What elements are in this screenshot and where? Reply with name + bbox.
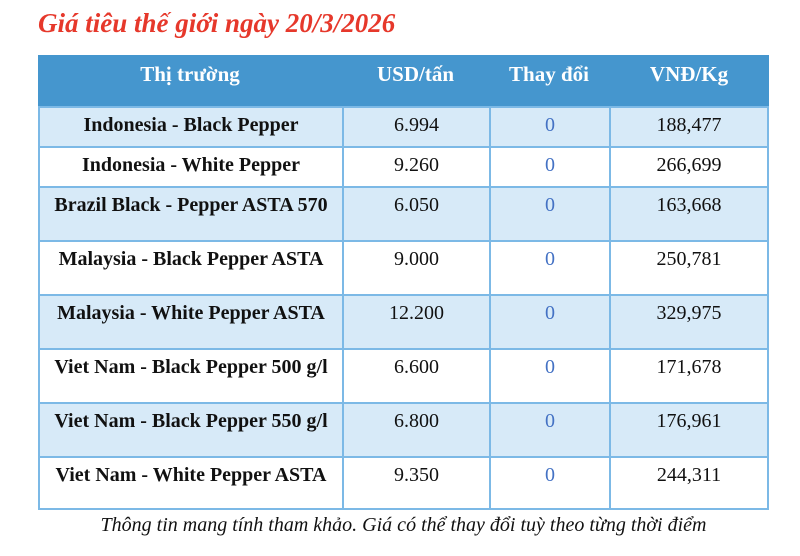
page-title: Giá tiêu thế giới ngày 20/3/2026 (38, 8, 396, 38)
table-row: Viet Nam - Black Pepper 550 g/l 6.800 0 … (38, 402, 769, 456)
vnd-cell: 244,311 (609, 456, 769, 510)
market-cell: Malaysia - White Pepper ASTA (38, 294, 342, 348)
market-cell: Indonesia - Black Pepper (38, 106, 342, 146)
vnd-cell: 176,961 (609, 402, 769, 456)
change-cell: 0 (489, 294, 609, 348)
market-cell: Viet Nam - Black Pepper 550 g/l (38, 402, 342, 456)
market-cell: Malaysia - Black Pepper ASTA (38, 240, 342, 294)
col-header-market: Thị trường (38, 55, 342, 106)
vnd-cell: 163,668 (609, 186, 769, 240)
change-cell: 0 (489, 146, 609, 186)
disclaimer-note: Thông tin mang tính tham khảo. Giá có th… (100, 514, 707, 536)
change-cell: 0 (489, 240, 609, 294)
vnd-cell: 250,781 (609, 240, 769, 294)
usd-cell: 6.050 (342, 186, 489, 240)
market-cell: Viet Nam - White Pepper ASTA (38, 456, 342, 510)
usd-cell: 9.350 (342, 456, 489, 510)
col-header-vnd: VNĐ/Kg (609, 55, 769, 106)
change-cell: 0 (489, 348, 609, 402)
usd-cell: 6.600 (342, 348, 489, 402)
usd-cell: 12.200 (342, 294, 489, 348)
change-cell: 0 (489, 186, 609, 240)
header-row: Thị trường USD/tấn Thay đổi VNĐ/Kg (38, 55, 769, 106)
table-row: Indonesia - Black Pepper 6.994 0 188,477 (38, 106, 769, 146)
table-row: Viet Nam - White Pepper ASTA 9.350 0 244… (38, 456, 769, 510)
usd-cell: 6.994 (342, 106, 489, 146)
vnd-cell: 188,477 (609, 106, 769, 146)
market-cell: Viet Nam - Black Pepper 500 g/l (38, 348, 342, 402)
change-cell: 0 (489, 456, 609, 510)
table-row: Malaysia - Black Pepper ASTA 9.000 0 250… (38, 240, 769, 294)
market-cell: Indonesia - White Pepper (38, 146, 342, 186)
vnd-cell: 329,975 (609, 294, 769, 348)
table-row: Viet Nam - Black Pepper 500 g/l 6.600 0 … (38, 348, 769, 402)
usd-cell: 9.260 (342, 146, 489, 186)
market-cell: Brazil Black - Pepper ASTA 570 (38, 186, 342, 240)
change-cell: 0 (489, 402, 609, 456)
usd-cell: 9.000 (342, 240, 489, 294)
table-row: Brazil Black - Pepper ASTA 570 6.050 0 1… (38, 186, 769, 240)
col-header-change: Thay đổi (489, 55, 609, 106)
table-row: Indonesia - White Pepper 9.260 0 266,699 (38, 146, 769, 186)
change-cell: 0 (489, 106, 609, 146)
col-header-usd: USD/tấn (342, 55, 489, 106)
vnd-cell: 266,699 (609, 146, 769, 186)
pepper-price-table: Thị trường USD/tấn Thay đổi VNĐ/Kg Indon… (38, 55, 769, 510)
table-row: Malaysia - White Pepper ASTA 12.200 0 32… (38, 294, 769, 348)
usd-cell: 6.800 (342, 402, 489, 456)
vnd-cell: 171,678 (609, 348, 769, 402)
